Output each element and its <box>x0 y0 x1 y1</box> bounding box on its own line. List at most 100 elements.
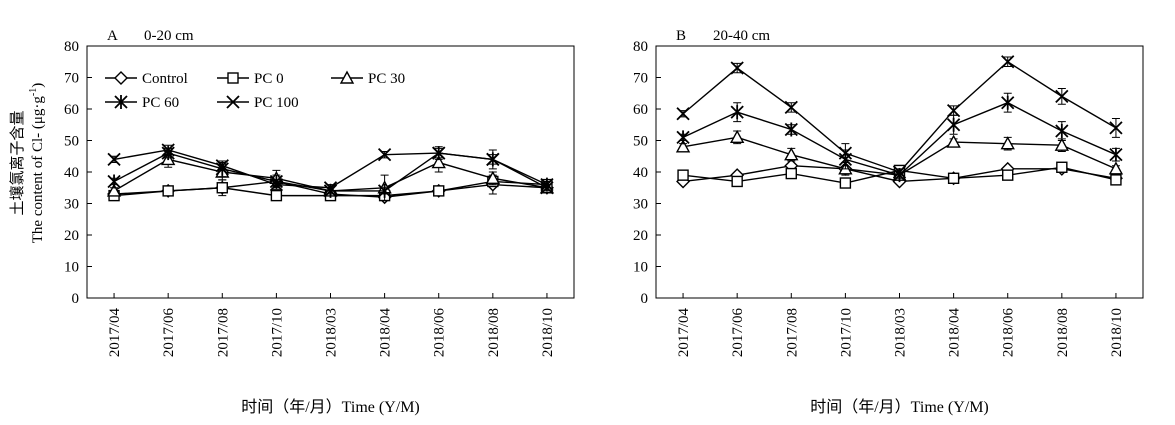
panel-title: 0-20 cm <box>144 28 194 44</box>
data-point <box>784 100 798 115</box>
data-point <box>377 148 392 162</box>
data-point <box>1109 147 1123 162</box>
y-tick-label: 20 <box>633 228 648 244</box>
x-tick-label: 2018/03 <box>893 308 909 357</box>
panel-title: 20-40 cm <box>713 28 770 44</box>
data-point <box>431 155 446 169</box>
x-tick-label: 2017/10 <box>269 308 285 357</box>
y-tick-label: 0 <box>72 291 80 307</box>
y-axis-title-cn: 土壤氯离子含量 <box>8 110 26 215</box>
legend-item: PC 30 <box>331 70 405 87</box>
data-point <box>784 122 798 137</box>
x-tick-label: 2018/03 <box>324 308 340 357</box>
y-tick-label: 80 <box>64 39 79 55</box>
y-tick-label: 10 <box>64 260 79 276</box>
data-point <box>1054 137 1070 151</box>
series-line <box>682 60 1117 173</box>
data-point <box>106 183 122 197</box>
data-point <box>433 185 445 197</box>
x-tick-label: 2018/08 <box>486 308 502 357</box>
x-tick-label: 2018/04 <box>947 308 963 358</box>
y-axis-title-en: The content of Cl- (μg·g-1) <box>28 83 46 244</box>
data-point <box>838 146 853 160</box>
x-tick-label: 2017/06 <box>730 308 746 358</box>
series-line <box>682 101 1117 176</box>
legend-label: PC 100 <box>254 95 299 111</box>
x-tick-label: 2018/06 <box>1001 308 1017 358</box>
data-point <box>676 107 690 121</box>
x-tick-label: 2017/10 <box>838 308 854 357</box>
x-tick-label: 2018/10 <box>540 308 556 357</box>
y-tick-label: 20 <box>64 228 79 244</box>
data-point <box>730 61 744 75</box>
data-point <box>486 152 500 167</box>
panel-letter: B <box>676 28 686 44</box>
legend-item: PC 100 <box>217 95 299 111</box>
y-axis-title-en-main: The content of Cl- (μg·g <box>30 96 46 244</box>
y-tick-label: 30 <box>633 197 648 213</box>
data-point <box>107 174 121 189</box>
series-pc-30 <box>675 129 1124 181</box>
legend-label: PC 30 <box>368 71 405 87</box>
legend-marker <box>226 95 240 109</box>
chart-panel-b: 0 10 20 30 40 50 60 70 80 2017/04 2017/06 2017/08 20… <box>633 28 1144 416</box>
y-tick-label: 50 <box>633 134 648 150</box>
series-pc-100 <box>676 55 1123 179</box>
data-point <box>1000 136 1015 150</box>
data-point <box>540 181 554 195</box>
data-point <box>1055 89 1069 104</box>
y-axis-title-en-sup: -1 <box>28 88 39 96</box>
data-point <box>485 170 501 184</box>
x-tick-label: 2018/06 <box>432 308 448 358</box>
legend-item: PC 0 <box>217 71 284 87</box>
legend-marker <box>114 71 128 85</box>
y-tick-label: 70 <box>64 71 79 87</box>
x-tick-label: 2017/06 <box>161 308 177 358</box>
y-tick-label: 80 <box>633 39 648 55</box>
y-tick-label: 50 <box>64 134 79 150</box>
y-tick-label: 60 <box>64 102 79 118</box>
x-tick-label: 2017/08 <box>215 308 231 357</box>
data-point <box>946 117 961 132</box>
data-point <box>1055 124 1069 139</box>
data-point <box>1056 161 1068 173</box>
data-point <box>215 159 229 173</box>
x-axis-title: 时间（年/月）Time (Y/M) <box>810 398 989 416</box>
y-tick-label: 10 <box>633 260 648 276</box>
data-point <box>270 189 283 202</box>
data-point <box>676 130 690 145</box>
legend-marker <box>339 70 355 84</box>
x-tick-label: 2017/04 <box>676 308 692 358</box>
data-point <box>785 167 797 180</box>
data-point <box>675 139 691 153</box>
series-pc-100 <box>107 143 554 195</box>
data-point <box>323 181 338 195</box>
x-tick-label: 2017/04 <box>107 308 123 358</box>
y-tick-label: 60 <box>633 102 648 118</box>
data-point <box>1109 121 1123 135</box>
x-tick-label: 2017/08 <box>784 308 800 357</box>
x-tick-label: 2018/10 <box>1109 308 1125 357</box>
legend-label: PC 0 <box>254 71 284 87</box>
x-axis-title: 时间（年/月）Time (Y/M) <box>241 398 420 416</box>
legend-label: PC 60 <box>142 95 179 111</box>
data-point <box>432 146 446 160</box>
legend-marker <box>114 95 128 109</box>
data-point <box>677 169 689 181</box>
legend-marker <box>227 72 239 84</box>
data-point <box>269 177 284 192</box>
y-tick-label: 30 <box>64 197 79 213</box>
legend-item: Control <box>105 71 188 87</box>
x-tick-label: 2018/04 <box>378 308 394 358</box>
data-point <box>729 129 745 144</box>
data-point <box>947 172 960 185</box>
data-point <box>1110 174 1122 186</box>
data-point <box>784 147 799 161</box>
legend: Control PC 0 PC 30 PC 60 PC 100 <box>105 70 405 111</box>
data-point <box>1001 55 1015 69</box>
data-point <box>377 183 392 198</box>
legend-item: PC 60 <box>105 95 179 111</box>
chart-panel-a: 0 10 20 30 40 50 60 70 80 2017/04 2017/06 2017/08 20… <box>64 28 575 416</box>
data-point <box>1001 95 1015 110</box>
